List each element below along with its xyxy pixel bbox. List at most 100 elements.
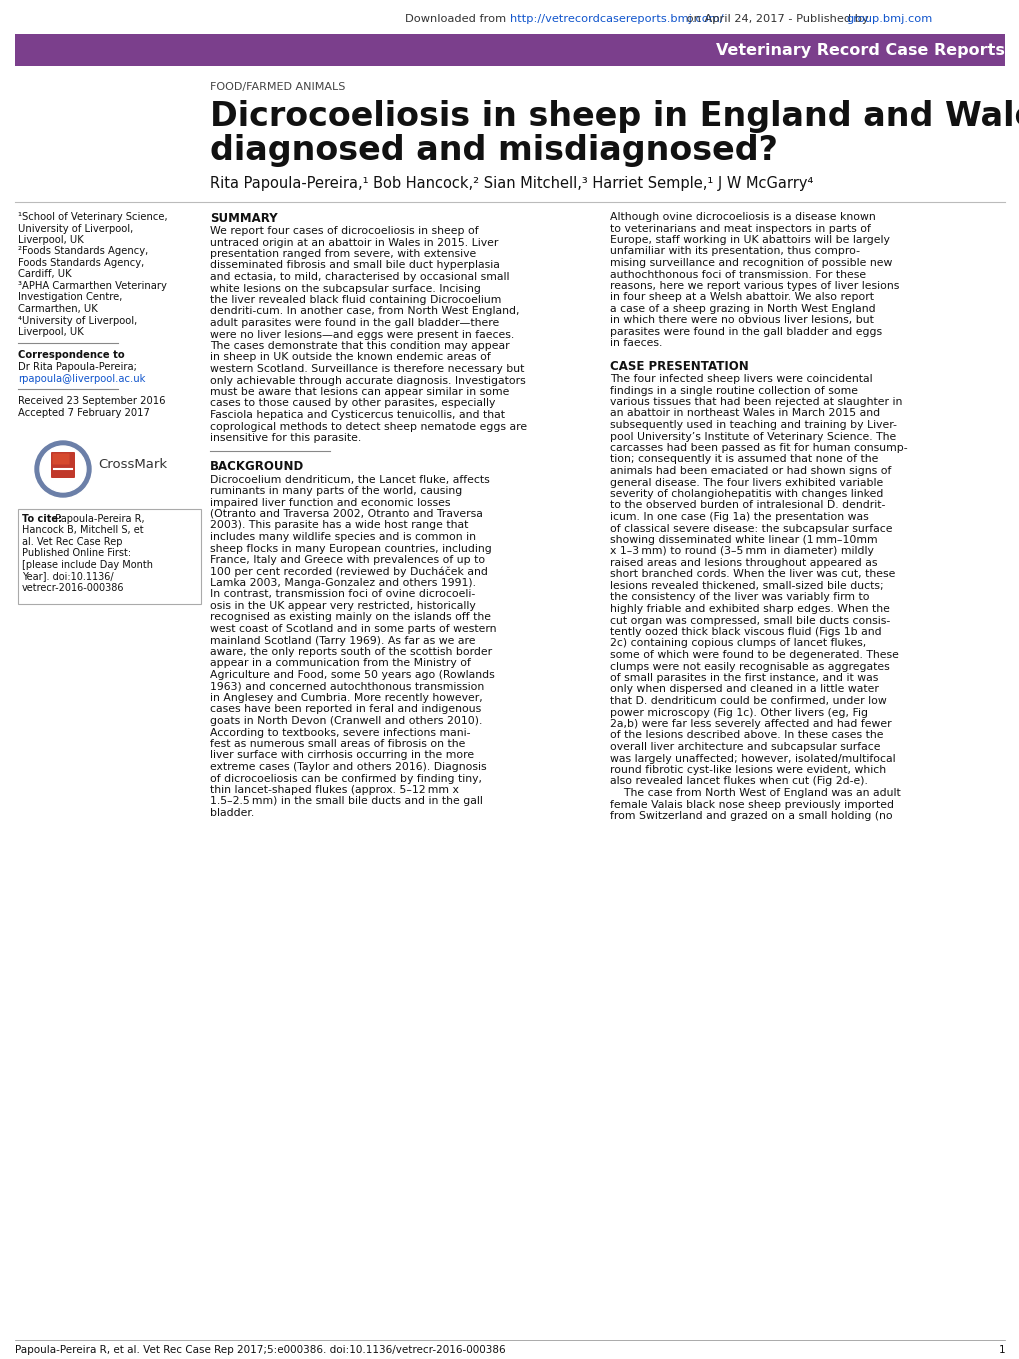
Text: general disease. The four livers exhibited variable: general disease. The four livers exhibit… [609,477,882,488]
Text: group.bmj.com: group.bmj.com [845,14,931,24]
Text: University of Liverpool,: University of Liverpool, [18,223,133,234]
Text: diagnosed and misdiagnosed?: diagnosed and misdiagnosed? [210,135,777,167]
Text: were no liver lesions—and eggs were present in faeces.: were no liver lesions—and eggs were pres… [210,329,514,340]
Text: Fasciola hepatica and Cysticercus tenuicollis, and that: Fasciola hepatica and Cysticercus tenuic… [210,410,504,420]
Text: of the lesions described above. In these cases the: of the lesions described above. In these… [609,731,882,741]
Text: findings in a single routine collection of some: findings in a single routine collection … [609,386,857,395]
Text: in which there were no obvious liver lesions, but: in which there were no obvious liver les… [609,315,873,326]
Text: 100 per cent recorded (reviewed by Ducháček and: 100 per cent recorded (reviewed by Duchá… [210,567,487,578]
Text: Accepted 7 February 2017: Accepted 7 February 2017 [18,408,150,417]
Text: in sheep in UK outside the known endemic areas of: in sheep in UK outside the known endemic… [210,352,490,363]
Text: Veterinary Record Case Reports: Veterinary Record Case Reports [715,43,1004,58]
Text: western Scotland. Surveillance is therefore necessary but: western Scotland. Surveillance is theref… [210,364,524,374]
Text: Lamka 2003, Manga-Gonzalez and others 1991).: Lamka 2003, Manga-Gonzalez and others 19… [210,578,476,588]
Text: impaired liver function and economic losses: impaired liver function and economic los… [210,497,450,507]
Text: of classical severe disease: the subcapsular surface: of classical severe disease: the subcaps… [609,523,892,534]
Circle shape [40,446,86,492]
Text: presentation ranged from severe, with extensive: presentation ranged from severe, with ex… [210,249,476,260]
Text: unfamiliar with its presentation, thus compro-: unfamiliar with its presentation, thus c… [609,246,859,257]
Text: overall liver architecture and subcapsular surface: overall liver architecture and subcapsul… [609,742,879,752]
Text: vetrecr-2016-000386: vetrecr-2016-000386 [22,583,124,593]
Text: on April 24, 2017 - Published by: on April 24, 2017 - Published by [682,14,871,24]
Text: Liverpool, UK: Liverpool, UK [18,328,84,337]
Text: clumps were not easily recognisable as aggregates: clumps were not easily recognisable as a… [609,662,889,671]
Text: SUMMARY: SUMMARY [210,212,277,226]
Text: Investigation Centre,: Investigation Centre, [18,292,122,303]
Text: that D. dendriticum could be confirmed, under low: that D. dendriticum could be confirmed, … [609,696,886,705]
Text: In contrast, transmission foci of ovine dicrocoeli-: In contrast, transmission foci of ovine … [210,590,475,599]
Text: and ectasia, to mild, characterised by occasional small: and ectasia, to mild, characterised by o… [210,272,510,283]
Text: Cardiff, UK: Cardiff, UK [18,269,71,280]
Text: dendriti­cum. In another case, from North West England,: dendriti­cum. In another case, from Nort… [210,307,519,317]
FancyBboxPatch shape [52,454,69,465]
Text: reasons, here we report various types of liver lesions: reasons, here we report various types of… [609,281,899,291]
Circle shape [35,442,91,497]
Text: Correspondence to: Correspondence to [18,351,124,360]
Text: rpapoula@liverpool.ac.uk: rpapoula@liverpool.ac.uk [18,374,146,383]
Text: appear in a communication from the Ministry of: appear in a communication from the Minis… [210,659,471,669]
Text: only achievable through accurate diagnosis. Investigators: only achievable through accurate diagnos… [210,375,525,386]
Bar [18,510,201,603]
Text: ²Foods Standards Agency,: ²Foods Standards Agency, [18,246,148,257]
Text: Although ovine dicrocoeliosis is a disease known: Although ovine dicrocoeliosis is a disea… [609,212,875,222]
Text: The four infected sheep livers were coincidental: The four infected sheep livers were coin… [609,374,872,385]
Text: We report four cases of dicrocoeliosis in sheep of: We report four cases of dicrocoeliosis i… [210,226,478,236]
Text: http://vetrecordcasereports.bmj.com/: http://vetrecordcasereports.bmj.com/ [510,14,722,24]
Text: subsequently used in teaching and training by Liver-: subsequently used in teaching and traini… [609,420,896,429]
Text: highly friable and exhibited sharp edges. When the: highly friable and exhibited sharp edges… [609,603,889,614]
Text: a case of a sheep grazing in North West England: a case of a sheep grazing in North West … [609,304,874,314]
Text: Agriculture and Food, some 50 years ago (Rowlands: Agriculture and Food, some 50 years ago … [210,670,494,680]
Text: adult parasites were found in the gall bladder—there: adult parasites were found in the gall b… [210,318,498,328]
Text: round fibrotic cyst-like lesions were evident, which: round fibrotic cyst-like lesions were ev… [609,765,886,775]
Text: The case from North West of England was an adult: The case from North West of England was … [609,788,900,798]
Text: Dicrocoeliosis in sheep in England and Wales: under: Dicrocoeliosis in sheep in England and W… [210,101,1019,133]
Text: includes many wildlife species and is common in: includes many wildlife species and is co… [210,531,476,542]
Text: Carmarthen, UK: Carmarthen, UK [18,304,98,314]
Text: According to textbooks, severe infections mani-: According to textbooks, severe infection… [210,727,470,738]
Text: fest as numerous small areas of fibrosis on the: fest as numerous small areas of fibrosis… [210,739,465,749]
Text: To cite:: To cite: [22,514,62,525]
Text: Received 23 September 2016: Received 23 September 2016 [18,395,165,406]
Text: ⁴University of Liverpool,: ⁴University of Liverpool, [18,315,138,326]
Text: carcasses had been passed as fit for human consump-: carcasses had been passed as fit for hum… [609,443,907,453]
Text: cases to those caused by other parasites, especially: cases to those caused by other parasites… [210,398,495,409]
Text: coprological methods to detect sheep nematode eggs are: coprological methods to detect sheep nem… [210,421,527,432]
Text: west coast of Scotland and in some parts of western: west coast of Scotland and in some parts… [210,624,496,635]
Text: white lesions on the subcapsular surface. Incising: white lesions on the subcapsular surface… [210,284,480,294]
Text: 1963) and concerned autochthonous transmission: 1963) and concerned autochthonous transm… [210,681,484,692]
Text: thin lancet-shaped flukes (approx. 5–12 mm x: thin lancet-shaped flukes (approx. 5–12 … [210,786,459,795]
Text: only when dispersed and cleaned in a little water: only when dispersed and cleaned in a lit… [609,685,878,694]
Text: 1: 1 [998,1345,1004,1355]
Text: the consistency of the liver was variably firm to: the consistency of the liver was variabl… [609,593,868,602]
Text: Papoula-Pereira R, et al. Vet Rec Case Rep 2017;5:e000386. doi:10.1136/vetrecr-2: Papoula-Pereira R, et al. Vet Rec Case R… [15,1345,505,1355]
Text: The cases demonstrate that this condition may appear: The cases demonstrate that this conditio… [210,341,510,351]
Text: Dicrocoelium dendriticum, the Lancet fluke, affects: Dicrocoelium dendriticum, the Lancet flu… [210,474,489,485]
Text: al. Vet Rec Case Rep: al. Vet Rec Case Rep [22,537,122,548]
Text: in four sheep at a Welsh abattoir. We also report: in four sheep at a Welsh abattoir. We al… [609,292,873,303]
Text: power microscopy (Fig 1c). Other livers (eg, Fig: power microscopy (Fig 1c). Other livers … [609,708,867,718]
Text: x 1–3 mm) to round (3–5 mm in diameter) mildly: x 1–3 mm) to round (3–5 mm in diameter) … [609,546,873,556]
Text: Hancock B, Mitchell S, et: Hancock B, Mitchell S, et [22,526,144,535]
Text: Published Online First:: Published Online First: [22,549,131,559]
Text: in Anglesey and Cumbria. More recently however,: in Anglesey and Cumbria. More recently h… [210,693,482,703]
Text: to the observed burden of intralesional D. dendrit-: to the observed burden of intralesional … [609,500,884,511]
Text: also revealed lancet flukes when cut (Fig 2d-e).: also revealed lancet flukes when cut (Fi… [609,776,867,787]
Text: raised areas and lesions throughout appeared as: raised areas and lesions throughout appe… [609,559,876,568]
Text: aware, the only reports south of the scottish border: aware, the only reports south of the sco… [210,647,491,656]
Text: bladder.: bladder. [210,809,254,818]
Text: insensitive for this parasite.: insensitive for this parasite. [210,434,361,443]
Text: Year]. doi:10.1136/: Year]. doi:10.1136/ [22,572,113,582]
Text: various tissues that had been rejected at slaughter in: various tissues that had been rejected a… [609,397,902,406]
Text: recognised as existing mainly on the islands off the: recognised as existing mainly on the isl… [210,613,490,622]
Text: France, Italy and Greece with prevalences of up to: France, Italy and Greece with prevalence… [210,554,485,565]
Text: 1.5–2.5 mm) in the small bile ducts and in the gall: 1.5–2.5 mm) in the small bile ducts and … [210,796,482,806]
Text: some of which were found to be degenerated. These: some of which were found to be degenerat… [609,650,898,660]
Text: tently oozed thick black viscous fluid (Figs 1b and: tently oozed thick black viscous fluid (… [609,626,880,637]
Text: ruminants in many parts of the world, causing: ruminants in many parts of the world, ca… [210,487,462,496]
Text: in faeces.: in faeces. [609,338,661,348]
Text: disseminated fibrosis and small bile duct hyperplasia: disseminated fibrosis and small bile duc… [210,261,499,270]
Text: of small parasites in the first instance, and it was: of small parasites in the first instance… [609,673,877,684]
Text: from Switzerland and grazed on a small holding (no: from Switzerland and grazed on a small h… [609,811,892,821]
Text: Rita Papoula-Pereira,¹ Bob Hancock,² Sian Mitchell,³ Harriet Semple,¹ J W McGarr: Rita Papoula-Pereira,¹ Bob Hancock,² Sia… [210,177,812,192]
Text: showing disseminated white linear (1 mm–10mm: showing disseminated white linear (1 mm–… [609,535,876,545]
